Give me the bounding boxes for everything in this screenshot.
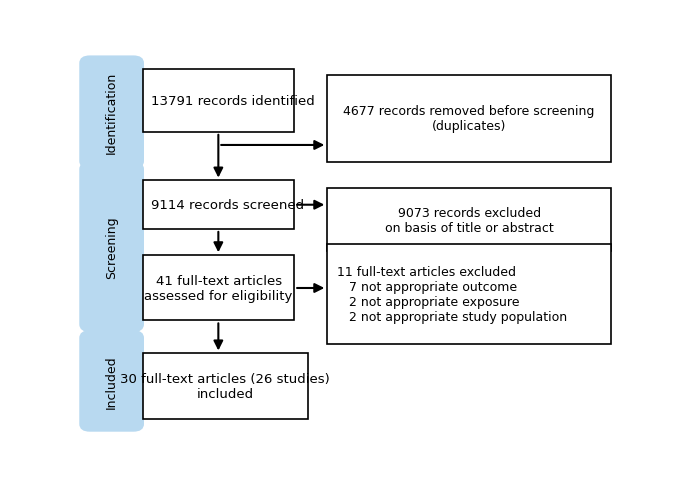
Text: Identification: Identification <box>105 72 118 154</box>
FancyBboxPatch shape <box>327 76 611 163</box>
FancyBboxPatch shape <box>80 332 143 431</box>
Text: 30 full-text articles (26 studies)
included: 30 full-text articles (26 studies) inclu… <box>121 372 330 400</box>
Text: 11 full-text articles excluded
   7 not appropriate outcome
   2 not appropriate: 11 full-text articles excluded 7 not app… <box>337 265 567 323</box>
Text: 9114 records screened: 9114 records screened <box>151 199 304 212</box>
FancyBboxPatch shape <box>143 256 295 321</box>
FancyBboxPatch shape <box>80 163 143 331</box>
Text: Screening: Screening <box>105 216 118 278</box>
Text: 9073 records excluded
on basis of title or abstract: 9073 records excluded on basis of title … <box>385 206 553 234</box>
FancyBboxPatch shape <box>143 70 295 133</box>
Text: 13791 records identified: 13791 records identified <box>151 95 314 108</box>
FancyBboxPatch shape <box>143 354 308 419</box>
FancyBboxPatch shape <box>80 57 143 168</box>
Text: Included: Included <box>105 354 118 408</box>
Text: 4677 records removed before screening
(duplicates): 4677 records removed before screening (d… <box>343 105 595 133</box>
FancyBboxPatch shape <box>327 244 611 344</box>
FancyBboxPatch shape <box>143 181 295 229</box>
Text: 41 full-text articles
assessed for eligibility: 41 full-text articles assessed for eligi… <box>145 274 292 302</box>
FancyBboxPatch shape <box>327 189 611 252</box>
